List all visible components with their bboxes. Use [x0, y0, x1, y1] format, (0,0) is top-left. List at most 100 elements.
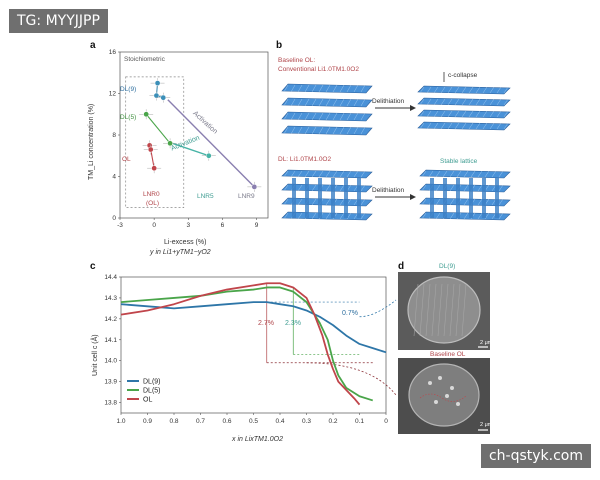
slab-hatch — [447, 122, 453, 130]
slab-hatch — [475, 122, 481, 130]
pillar — [443, 178, 447, 218]
slab-hatch — [491, 170, 497, 178]
label-ol: OL — [122, 156, 131, 163]
slab-hatch — [498, 198, 504, 206]
slab-hatch — [468, 98, 474, 106]
slab-hatch — [482, 122, 488, 130]
x-tick-label: -3 — [117, 222, 123, 229]
slab-hatch — [360, 198, 366, 206]
data-point-ol — [147, 146, 154, 153]
series-line-dl9 — [120, 301, 387, 354]
slab-hatch — [463, 184, 469, 192]
slab-hatch — [311, 112, 317, 121]
sem-crack-spot — [445, 394, 449, 398]
data-point-lnr5 — [205, 152, 212, 159]
slab-hatch — [426, 86, 432, 94]
y-tick-label: 14.1 — [104, 337, 117, 344]
slab-hatch — [290, 126, 296, 135]
data-point-dl9 — [154, 80, 161, 86]
slab-hatch — [461, 98, 467, 106]
slab-hatch — [484, 170, 490, 178]
slab-hatch — [440, 110, 446, 118]
c-collapse-label: c-collapse — [448, 72, 478, 79]
slab-hatch — [360, 126, 366, 135]
panel-a-label: a — [90, 40, 96, 51]
sem-texture — [419, 283, 425, 337]
y-tick-label: 14.3 — [104, 295, 117, 302]
slab-hatch — [325, 126, 331, 135]
slab-hatch — [283, 198, 289, 206]
sem-crack-spot — [434, 400, 438, 404]
y-tick-label: 14.2 — [104, 316, 117, 323]
x-tick-label: 9 — [255, 222, 259, 229]
slab-hatch — [435, 170, 441, 178]
slab-hatch — [475, 110, 481, 118]
slab-hatch — [482, 86, 488, 94]
slab-hatch — [447, 98, 453, 106]
data-point-dl5 — [167, 140, 173, 147]
slab-hatch — [468, 110, 474, 118]
delith-arrowhead-bottom — [410, 194, 416, 200]
slab-hatch — [304, 170, 310, 178]
slab-hatch — [477, 184, 483, 192]
x-tick-label: 3 — [186, 222, 190, 229]
slab-hatch — [456, 170, 462, 178]
slab-hatch — [421, 198, 427, 206]
slab-hatch — [311, 198, 317, 206]
slab-hatch — [318, 84, 324, 93]
slab-hatch — [468, 122, 474, 130]
slab-hatch — [475, 86, 481, 94]
slab-hatch — [454, 98, 460, 106]
annot-0-7: 0.7% — [342, 310, 358, 317]
slab-hatch — [489, 122, 495, 130]
pillar — [482, 178, 486, 218]
slab-hatch — [447, 110, 453, 118]
panel-c-xlabel: x in LixTM1.0O2 — [232, 436, 283, 443]
pillar — [357, 178, 361, 218]
slab-hatch — [332, 84, 338, 93]
label-lnr0-sub: (OL) — [146, 200, 159, 207]
sem-texture — [413, 283, 419, 337]
data-point-dl9 — [160, 94, 167, 101]
slab-hatch — [283, 184, 289, 192]
slab-hatch — [339, 98, 345, 107]
slab-hatch — [318, 98, 324, 107]
sem-bottom-label: Baseline OL — [430, 351, 466, 358]
panel-d-label: d — [398, 261, 405, 272]
slab-hatch — [325, 84, 331, 93]
slab-hatch — [318, 170, 324, 178]
legend-label-ol: OL — [143, 397, 152, 404]
x-tick-label: 0.8 — [169, 418, 178, 425]
slab-hatch — [311, 184, 317, 192]
slab-hatch — [428, 170, 434, 178]
slab-hatch — [449, 198, 455, 206]
annot-2-7: 2.7% — [258, 320, 274, 327]
sem-crack-spot — [428, 381, 432, 385]
slab-hatch — [503, 110, 509, 118]
slab-hatch — [346, 98, 352, 107]
slab-hatch — [353, 98, 359, 107]
slab-hatch — [447, 86, 453, 94]
panel-b-bottom-title: DL: Li1.0TM1.0O2 — [278, 156, 332, 163]
slab-hatch — [433, 86, 439, 94]
slab-hatch — [498, 212, 504, 220]
slab-hatch — [297, 112, 303, 121]
legend-label-dl5: DL(5) — [143, 388, 161, 395]
label-dl9: DL(9) — [120, 86, 137, 93]
slab-hatch — [482, 98, 488, 106]
slab-hatch — [290, 84, 296, 93]
slab-hatch — [421, 212, 427, 220]
x-tick-label: 0.5 — [249, 418, 258, 425]
slab-hatch — [339, 170, 345, 178]
slab-hatch — [283, 98, 289, 107]
panel-b-top-title2: Conventional Li1.0TM1.0O2 — [278, 66, 359, 73]
slab-hatch — [346, 126, 352, 135]
slab-hatch — [482, 110, 488, 118]
x-tick-label: 0.3 — [302, 418, 311, 425]
slab-hatch — [449, 212, 455, 220]
slab-hatch — [325, 112, 331, 121]
slab-hatch — [433, 122, 439, 130]
